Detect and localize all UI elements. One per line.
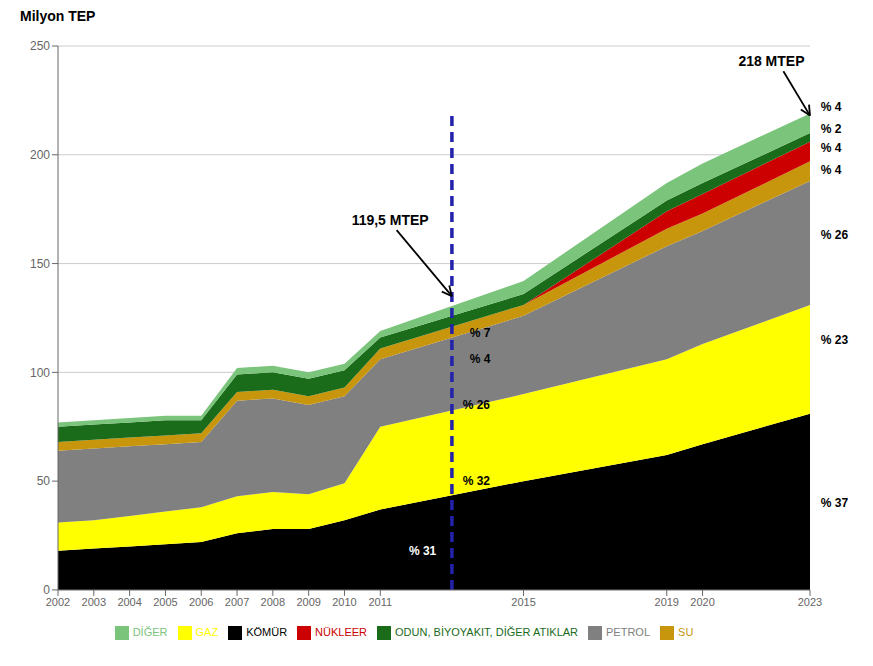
svg-text:2002: 2002 (46, 596, 70, 608)
svg-text:150: 150 (30, 257, 50, 271)
svg-text:% 32: % 32 (463, 474, 491, 488)
svg-text:2023: 2023 (798, 596, 822, 608)
html-text:SU: SU (678, 625, 694, 638)
svg-text:% 4: % 4 (821, 100, 842, 114)
svg-text:119,5 MTEP: 119,5 MTEP (352, 212, 429, 228)
svg-text:100: 100 (30, 366, 50, 380)
html-text:DİĞER: DİĞER (132, 625, 168, 638)
svg-text:% 7: % 7 (470, 326, 491, 340)
svg-text:% 26: % 26 (821, 228, 849, 242)
svg-text:2020: 2020 (690, 596, 714, 608)
svg-text:2009: 2009 (296, 596, 320, 608)
svg-text:2015: 2015 (511, 596, 535, 608)
svg-text:200: 200 (30, 148, 50, 162)
svg-text:2008: 2008 (261, 596, 285, 608)
svg-text:250: 250 (30, 39, 50, 53)
html-text:ODUN, BİYOYAKIT, DİĞER ATIKLAR: ODUN, BİYOYAKIT, DİĞER ATIKLAR (395, 625, 578, 638)
svg-text:2019: 2019 (655, 596, 679, 608)
svg-text:50: 50 (37, 474, 51, 488)
svg-text:% 23: % 23 (821, 333, 849, 347)
svg-text:% 26: % 26 (463, 398, 491, 412)
svg-text:2003: 2003 (82, 596, 106, 608)
svg-text:2004: 2004 (117, 596, 141, 608)
svg-text:2011: 2011 (368, 596, 392, 608)
svg-text:0: 0 (43, 583, 50, 597)
svg-text:2007: 2007 (225, 596, 249, 608)
html-text:PETROL: PETROL (606, 625, 650, 638)
svg-text:% 31: % 31 (409, 544, 437, 558)
html-text:GAZ: GAZ (195, 625, 219, 638)
svg-text:% 4: % 4 (821, 141, 842, 155)
svg-text:% 4: % 4 (470, 352, 491, 366)
svg-text:% 37: % 37 (821, 496, 849, 510)
html-text:KÖMÜR: KÖMÜR (246, 625, 288, 638)
svg-text:218 MTEP: 218 MTEP (738, 53, 804, 69)
svg-text:2006: 2006 (189, 596, 213, 608)
svg-text:% 2: % 2 (821, 122, 842, 136)
html-text:Milyon TEP: Milyon TEP (20, 8, 96, 24)
html-text:NÜKLEER: NÜKLEER (315, 625, 368, 638)
svg-text:2010: 2010 (332, 596, 356, 608)
svg-text:2005: 2005 (153, 596, 177, 608)
svg-text:% 4: % 4 (821, 163, 842, 177)
